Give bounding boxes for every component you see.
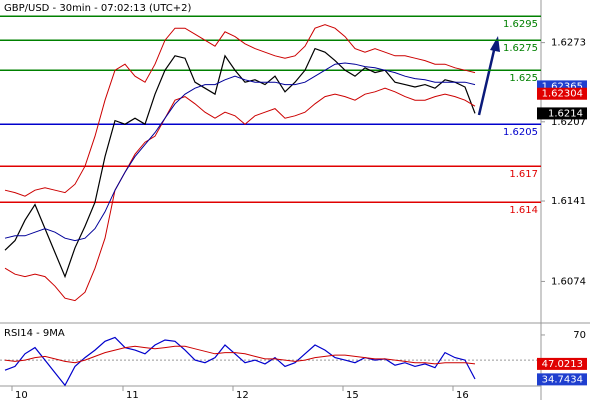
price-tag-box (537, 107, 587, 120)
x-tick-label: 16 (456, 390, 469, 400)
x-tick-label: 11 (126, 390, 139, 400)
panel-title: RSI14 - 9MA (4, 328, 65, 339)
series-line (4, 87, 476, 302)
x-tick-label: 15 (346, 390, 359, 400)
level-label: 1.6295 (503, 19, 538, 30)
series-line (4, 24, 476, 197)
price-tag-label: 1.6214 (548, 108, 583, 119)
series-line (4, 62, 476, 242)
level-label: 1.617 (509, 169, 538, 180)
series-line (4, 336, 476, 387)
y-tick-label: 1.6273 (551, 38, 586, 49)
level-label: 1.614 (509, 205, 538, 216)
price-tag-box (537, 87, 587, 100)
y-tick-label: 70 (573, 330, 586, 341)
x-tick-label: 12 (236, 390, 249, 400)
price-tag-label: 1.62365 (542, 81, 583, 92)
y-tick-label: 1.6207 (551, 117, 586, 128)
level-label: 1.625 (509, 73, 538, 84)
level-label: 1.6275 (503, 43, 538, 54)
level-label: 1.6205 (503, 127, 538, 138)
series-line (4, 345, 476, 365)
price-tag-box (537, 357, 587, 370)
y-tick-label: 1.6141 (551, 196, 586, 207)
price-tag-label: 1.62304 (542, 89, 583, 100)
price-tag-label: 47.0213 (542, 359, 583, 370)
price-tag-box (537, 373, 587, 386)
chart-title: GBP/USD - 30min - 07:02:13 (UTC+2) (4, 3, 191, 14)
y-tick-label: 1.6074 (551, 276, 586, 287)
x-tick-label: 10 (15, 390, 28, 400)
arrow-shaft (477, 45, 497, 116)
series-line (4, 47, 476, 279)
price-tag-label: 34.7434 (542, 374, 583, 385)
